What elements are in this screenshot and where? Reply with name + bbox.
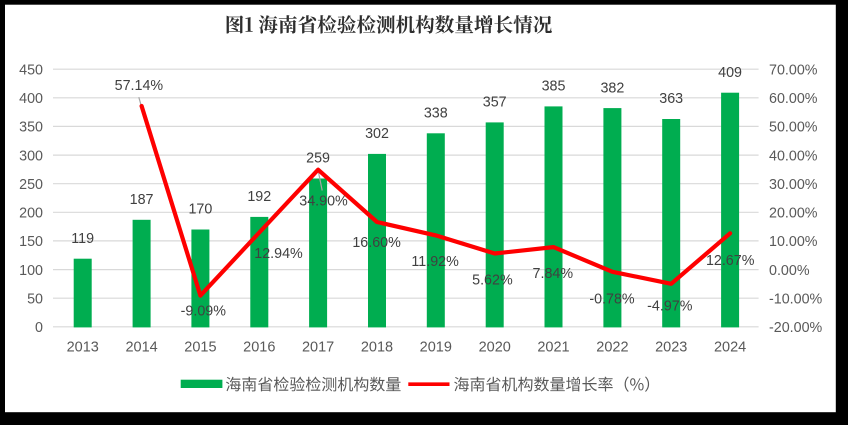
svg-text:2021: 2021 <box>537 340 569 356</box>
svg-text:0.00%: 0.00% <box>769 263 810 279</box>
svg-text:2022: 2022 <box>596 340 628 356</box>
svg-text:302: 302 <box>365 126 389 142</box>
svg-text:-9.09%: -9.09% <box>181 304 227 320</box>
svg-text:409: 409 <box>718 65 742 81</box>
svg-text:2016: 2016 <box>243 340 275 356</box>
svg-text:16.60%: 16.60% <box>352 235 401 251</box>
svg-text:10.00%: 10.00% <box>769 234 818 250</box>
svg-text:-10.00%: -10.00% <box>769 291 823 307</box>
svg-text:259: 259 <box>306 151 330 167</box>
svg-text:150: 150 <box>19 234 43 250</box>
svg-text:40.00%: 40.00% <box>769 148 818 164</box>
svg-text:200: 200 <box>19 206 43 222</box>
svg-text:187: 187 <box>130 192 154 208</box>
svg-text:382: 382 <box>600 80 624 96</box>
svg-text:-4.97%: -4.97% <box>647 298 693 314</box>
svg-text:363: 363 <box>659 91 683 107</box>
svg-text:34.90%: 34.90% <box>299 193 348 209</box>
svg-text:60.00%: 60.00% <box>769 91 818 107</box>
svg-text:-20.00%: -20.00% <box>769 320 823 336</box>
svg-text:30.00%: 30.00% <box>769 177 818 193</box>
svg-text:2017: 2017 <box>302 340 334 356</box>
svg-text:100: 100 <box>19 263 43 279</box>
svg-text:12.94%: 12.94% <box>254 246 303 262</box>
svg-text:50.00%: 50.00% <box>769 120 818 136</box>
svg-text:20.00%: 20.00% <box>769 206 818 222</box>
svg-text:119: 119 <box>71 231 94 247</box>
svg-text:57.14%: 57.14% <box>115 78 164 94</box>
svg-text:2013: 2013 <box>67 340 99 356</box>
svg-text:50: 50 <box>27 291 43 307</box>
svg-text:357: 357 <box>483 95 507 111</box>
svg-text:5.62%: 5.62% <box>472 273 513 289</box>
svg-text:0: 0 <box>35 320 43 336</box>
svg-text:11.92%: 11.92% <box>411 254 459 270</box>
svg-text:338: 338 <box>424 106 448 122</box>
svg-text:350: 350 <box>19 120 43 136</box>
svg-text:2023: 2023 <box>655 340 687 356</box>
svg-text:250: 250 <box>19 177 43 193</box>
svg-text:7.84%: 7.84% <box>533 266 574 282</box>
svg-text:400: 400 <box>19 91 43 107</box>
svg-text:170: 170 <box>188 202 212 218</box>
svg-text:2019: 2019 <box>420 340 452 356</box>
svg-text:2015: 2015 <box>184 340 216 356</box>
svg-text:2018: 2018 <box>361 340 393 356</box>
svg-text:450: 450 <box>19 62 43 78</box>
svg-text:192: 192 <box>247 189 271 205</box>
svg-text:300: 300 <box>19 148 43 164</box>
svg-text:2024: 2024 <box>714 340 746 356</box>
svg-text:2014: 2014 <box>125 340 157 356</box>
svg-text:12.67%: 12.67% <box>706 253 755 269</box>
svg-text:-0.78%: -0.78% <box>589 292 635 308</box>
svg-text:70.00%: 70.00% <box>769 62 818 78</box>
svg-text:385: 385 <box>542 79 566 95</box>
svg-text:2020: 2020 <box>479 340 511 356</box>
